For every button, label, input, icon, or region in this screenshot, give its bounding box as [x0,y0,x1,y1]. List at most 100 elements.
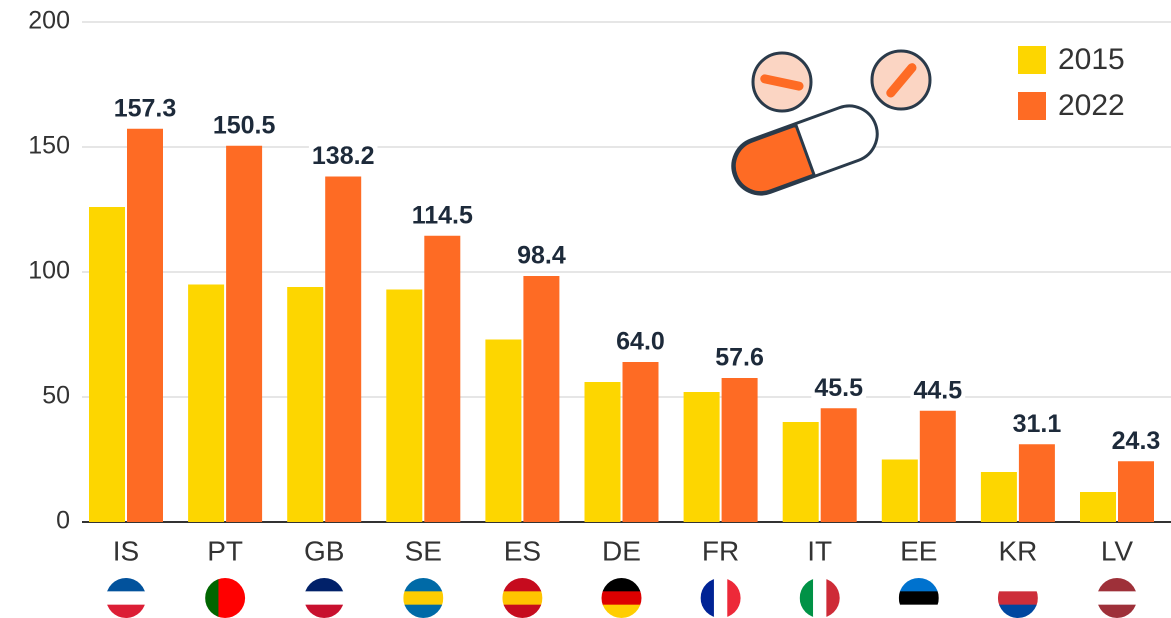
flag-stripe [813,578,827,618]
bar [1080,492,1116,522]
pill-illustration [731,49,932,196]
x-tick-label: IS [113,535,139,566]
flag-stripe [205,578,219,618]
value-label: 138.2 [312,142,375,170]
flag-stripe [1097,578,1137,592]
flag-stripe [997,604,1038,618]
flag-stripe [1097,604,1137,618]
x-tick-label: IT [807,535,832,566]
bar [226,145,263,522]
bar [523,276,560,522]
flag-stripe [502,604,543,618]
value-label-bg [514,241,569,270]
flag-stripe [502,578,543,592]
value-label-bg [408,201,476,230]
value-label: 24.3 [1112,427,1161,455]
value-label-bg [712,343,767,372]
flag-stripe [106,604,146,618]
bar [188,284,225,522]
value-label: 31.1 [1013,410,1062,438]
value-label: 114.5 [412,201,473,229]
flag-stripe [403,591,444,606]
flag-stripe [898,604,939,618]
legend-label: 2015 [1058,43,1125,76]
value-label: 150.5 [213,111,276,139]
bar [622,362,659,522]
y-tick-label: 200 [28,7,70,35]
bar [980,472,1017,522]
flag-stripe [713,578,728,618]
flag-stripe [304,591,345,606]
value-label-bg [110,94,180,123]
y-tick-label: 150 [28,132,70,160]
flag-stripe [727,578,741,618]
flag-stripe [898,578,939,592]
bar [584,382,621,522]
bar [1018,444,1055,522]
x-tick-label: FR [702,535,739,566]
value-label-bg [308,142,378,171]
bar [919,410,956,522]
x-tick-label: SE [405,535,442,566]
x-tick-label: GB [304,535,344,566]
flag-stripe [304,578,345,592]
flag-stripe [997,578,1038,592]
x-tick-label: ES [504,535,541,566]
flag-stripe [700,578,715,618]
x-tick-label: KR [998,535,1037,566]
value-label: 157.3 [114,94,177,122]
legend-swatch [1018,92,1046,120]
flag-stripe [826,578,840,618]
bar [721,378,758,522]
legend-label: 2022 [1058,89,1125,122]
flag-stripe [997,591,1038,606]
y-tick-label: 0 [56,507,70,535]
x-tick-label: PT [207,535,243,566]
y-tick-label: 50 [42,382,70,410]
flag-stripe [601,578,642,592]
value-label: 64.0 [616,328,665,356]
bar [424,235,461,522]
value-label-bg [811,373,867,402]
value-label: 98.4 [517,242,566,270]
value-label-bg [209,111,279,140]
flag-stripe [106,578,146,592]
bar [820,408,857,522]
value-label: 57.6 [715,344,764,372]
flag-stripe [403,604,444,618]
bar [89,207,125,522]
flags [106,578,1137,618]
flag-stripe [502,591,543,606]
flag-stripe [218,578,233,618]
value-label-bg [1009,409,1065,438]
flag-stripe [231,578,246,618]
bar [683,392,720,522]
value-label-bg [1108,426,1164,455]
x-tick-label: DE [602,535,641,566]
value-label-bg [910,376,966,405]
legend-swatch [1018,46,1046,74]
bar [325,176,362,522]
flag-stripe [304,604,345,618]
flag-stripe [403,578,444,592]
value-label: 45.5 [814,374,863,402]
bar [485,339,522,522]
flag-stripe [898,591,939,606]
bar [782,422,819,522]
bar [881,459,918,522]
flag-stripe [601,604,642,618]
bar [1118,461,1154,522]
bar [287,287,324,522]
value-label-bg [613,327,668,356]
value-label: 44.5 [913,376,962,404]
x-tick-label: EE [900,535,937,566]
flag-stripe [799,578,814,618]
flag-stripe [106,591,146,606]
bar [386,289,423,522]
bar [127,128,163,522]
flag-stripe [601,591,642,606]
y-tick-label: 100 [28,257,70,285]
x-tick-label: LV [1101,535,1133,566]
flag-stripe [1097,591,1137,606]
